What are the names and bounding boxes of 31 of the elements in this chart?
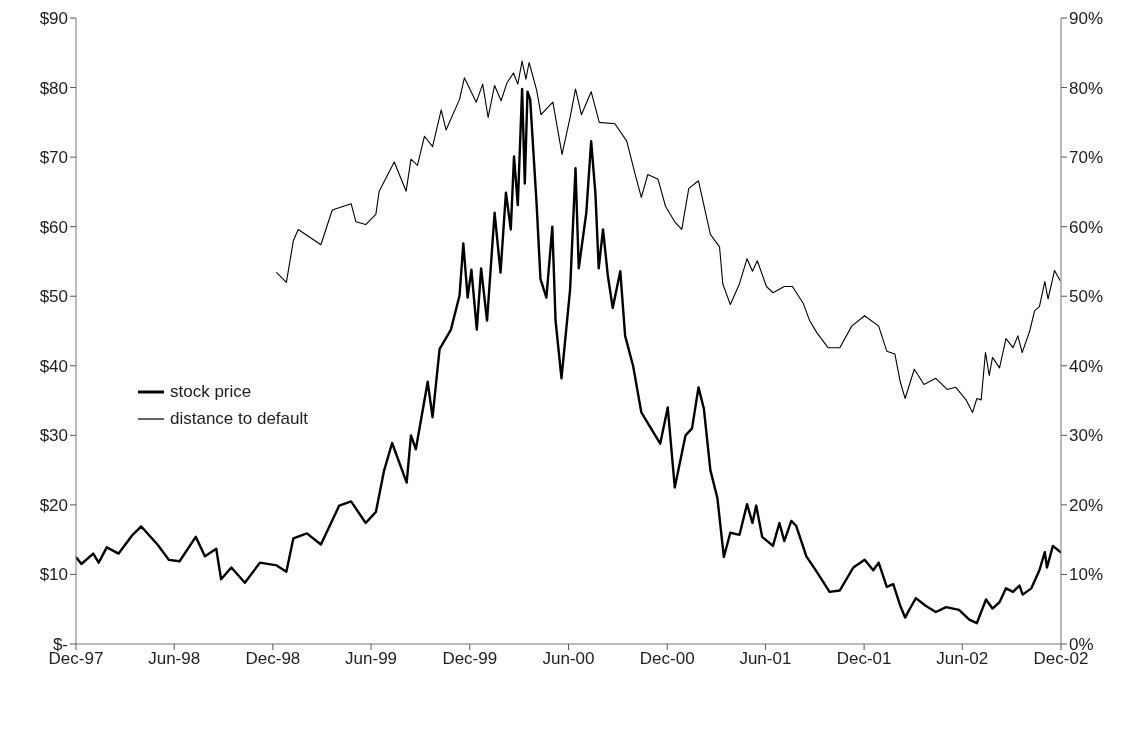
y-tick-label: $60	[39, 217, 68, 237]
y2-tick-label: 30%	[1069, 426, 1104, 446]
x-tick-label: Dec-00	[639, 649, 695, 669]
x-tick-label: Jun-01	[739, 649, 792, 669]
y2-tick-label: 50%	[1069, 287, 1104, 307]
y-tick-label: $40	[39, 356, 68, 376]
y2-tick-label: 80%	[1069, 78, 1104, 98]
y2-tick-label: 20%	[1069, 495, 1104, 515]
y2-tick-label: 40%	[1069, 356, 1104, 376]
x-tick-label: Dec-98	[245, 649, 301, 669]
y-tick-label: $70	[39, 148, 68, 168]
x-tick-label: Dec-01	[836, 649, 892, 669]
legend-label: stock price	[170, 381, 252, 403]
x-tick-label: Jun-02	[936, 649, 989, 669]
y2-tick-label: 60%	[1069, 217, 1104, 237]
x-tick-label: Jun-98	[148, 649, 201, 669]
y2-tick-label: 70%	[1069, 148, 1104, 168]
legend-label: distance to default	[170, 408, 308, 430]
line-series	[276, 60, 1061, 413]
y-tick-label: $50	[39, 287, 68, 307]
y-tick-label: $10	[39, 565, 68, 585]
x-tick-label: Dec-99	[442, 649, 498, 669]
y-tick-label: $80	[39, 78, 68, 98]
x-tick-label: Jun-00	[542, 649, 595, 669]
line-series	[76, 87, 1061, 625]
y-tick-label: $20	[39, 495, 68, 515]
y2-tick-label: 90%	[1069, 9, 1104, 29]
x-tick-label: Jun-99	[345, 649, 398, 669]
y-tick-label: $30	[39, 426, 68, 446]
y-tick-label: $90	[39, 9, 68, 29]
y2-tick-label: 10%	[1069, 565, 1104, 585]
